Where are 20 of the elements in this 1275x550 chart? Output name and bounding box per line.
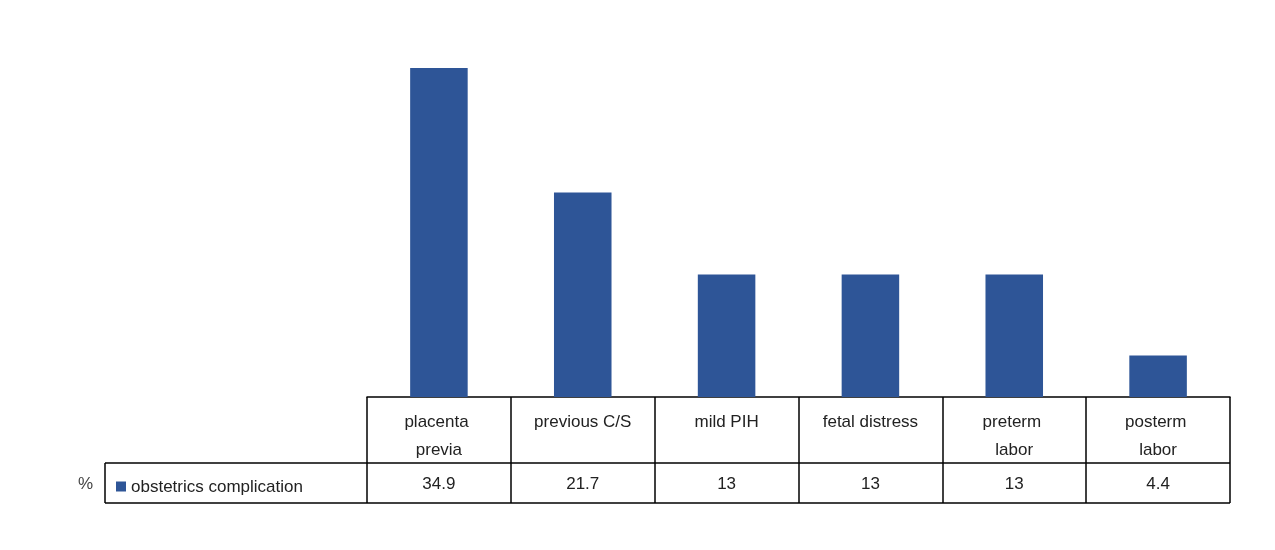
data-label: 13 xyxy=(717,473,737,493)
x-tick-label: previous C/S xyxy=(534,411,632,431)
bar xyxy=(985,274,1044,397)
data-label: 21.7 xyxy=(566,473,600,493)
data-label: 34.9 xyxy=(422,473,456,493)
data-label: 13 xyxy=(1004,473,1024,493)
data-label: 13 xyxy=(860,473,880,493)
bar xyxy=(553,192,612,397)
bar xyxy=(410,68,468,397)
x-tick-label: fetal distress xyxy=(822,411,919,431)
text: % xyxy=(78,474,94,493)
bar xyxy=(841,274,900,397)
x-tick-label: mild PIH xyxy=(694,411,759,431)
data-label: 4.4 xyxy=(1146,473,1170,493)
legend-label: obstetrics complication xyxy=(131,477,303,496)
bar xyxy=(697,274,756,397)
x-tick-label: preterm labor xyxy=(982,411,1046,459)
bar xyxy=(1129,355,1187,397)
x-tick-label: placenta previa xyxy=(404,411,474,459)
x-tick-label: posterm labor xyxy=(1125,411,1192,459)
